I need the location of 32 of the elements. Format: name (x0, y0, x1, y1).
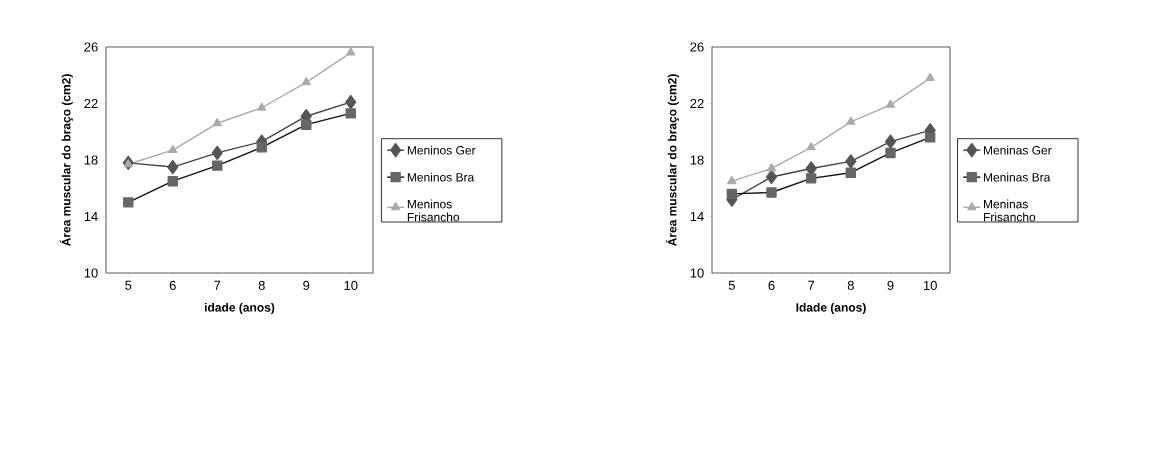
y-tick-label: 10 (690, 268, 704, 278)
x-tick-label: 5 (728, 280, 735, 290)
y-tick-label: 22 (84, 98, 98, 109)
x-tick-label: 6 (169, 280, 176, 290)
legend-label: Meninos Bra (407, 172, 475, 182)
x-tick-label: 9 (887, 280, 894, 290)
legend-label: Meninos Frisancho (407, 199, 460, 222)
x-tick-label: 8 (258, 280, 265, 290)
legend-label: Meninos Ger (407, 145, 476, 155)
y-tick-label: 26 (84, 42, 98, 52)
x-tick-label: 7 (214, 280, 221, 290)
y-tick-label: 10 (84, 268, 98, 278)
legend-label: Meninas Frisancho (984, 199, 1036, 222)
x-tick-label: 10 (344, 280, 358, 290)
x-tick-label: 9 (303, 280, 310, 290)
x-tick-label: 8 (847, 280, 854, 290)
y-axis-title: Área muscular do braço (cm2) (665, 74, 679, 247)
x-axis-title: idade (anos) (205, 302, 275, 315)
y-tick-label: 18 (690, 155, 704, 165)
x-tick-label: 10 (923, 280, 937, 290)
y-axis-title: Área muscular do braço (cm2) (59, 74, 73, 247)
legend-label: Meninas Ger (984, 145, 1052, 155)
x-tick-label: 7 (808, 280, 815, 290)
y-tick-label: 14 (84, 212, 98, 221)
y-tick-label: 22 (690, 98, 704, 109)
y-tick-label: 14 (690, 212, 704, 221)
legend-label: Meninas Bra (984, 172, 1051, 182)
x-tick-label: 5 (125, 280, 132, 290)
x-axis-title: Idade (anos) (796, 302, 866, 315)
y-tick-label: 18 (84, 155, 98, 165)
y-tick-label: 26 (690, 42, 704, 52)
x-tick-label: 6 (768, 280, 775, 290)
